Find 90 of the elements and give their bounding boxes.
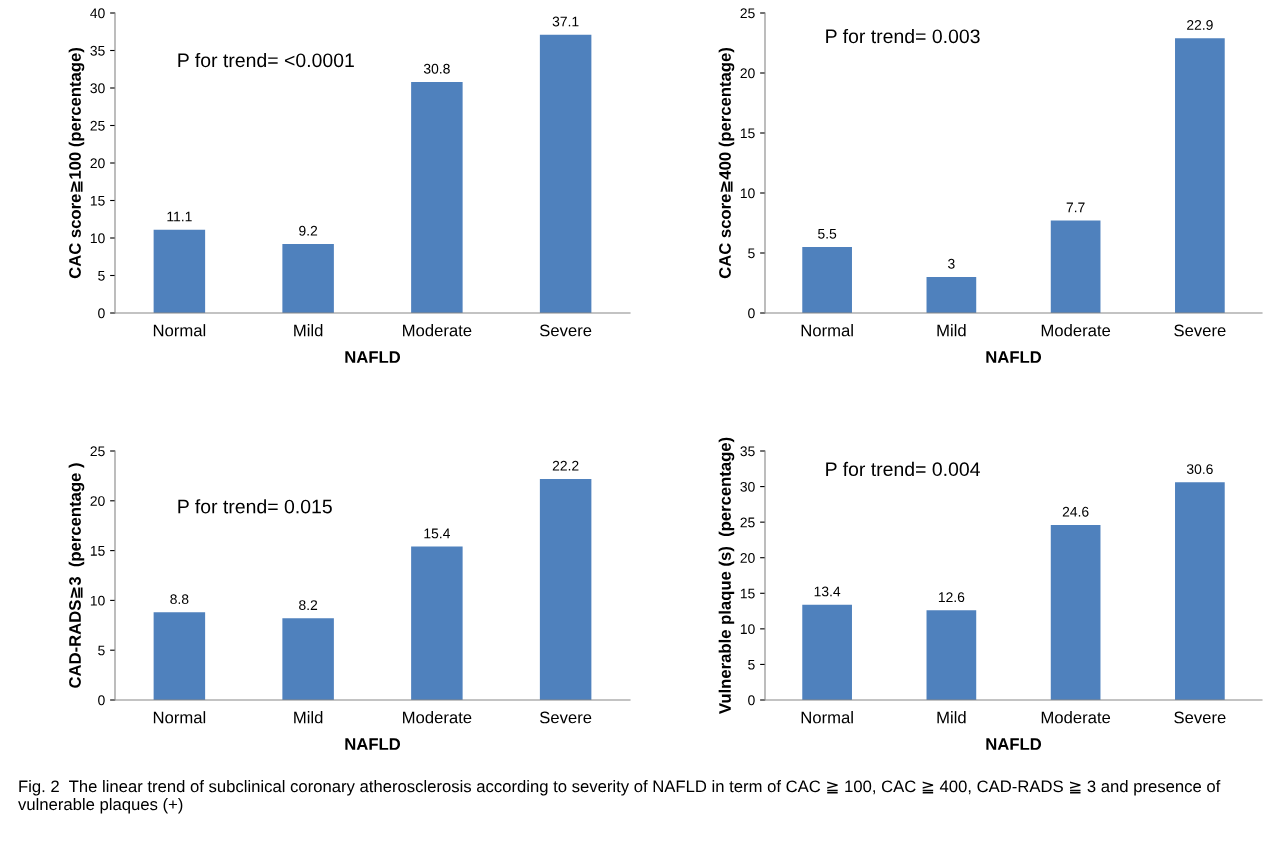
x-tick-label: Mild: [294, 711, 323, 724]
x-tick-label: Normal: [801, 711, 853, 724]
y-axis-title: CAD-RADS≧3 (percentage ): [68, 463, 85, 688]
data-label: 24.6: [1062, 506, 1089, 517]
y-tick-label: 25: [90, 120, 105, 131]
y-tick-label: 10: [740, 624, 755, 635]
y-tick-label: 5: [748, 248, 755, 259]
data-label: 5.5: [818, 229, 837, 239]
bar: [411, 546, 463, 700]
annotation: P for trend= 0.003: [826, 28, 980, 44]
x-tick-label: Mild: [294, 324, 323, 337]
data-label: 8.8: [170, 594, 189, 605]
y-tick-label: 30: [740, 481, 755, 492]
x-tick-label: Severe: [1174, 711, 1226, 724]
data-label: 3: [948, 258, 955, 269]
y-tick-label: 0: [748, 308, 755, 319]
data-label: 22.2: [552, 460, 579, 471]
bar: [802, 247, 852, 313]
data-label: 11.1: [167, 211, 192, 222]
bar: [153, 612, 206, 700]
x-tick-label: Moderate: [403, 324, 472, 337]
y-tick-label: 0: [98, 308, 105, 319]
y-tick-label: 0: [748, 695, 755, 706]
y-axis-title: CAC score≧400 (percentage): [718, 48, 735, 279]
x-axis-title: NAFLD: [986, 738, 1042, 750]
bar: [282, 618, 334, 700]
x-tick-label: Normal: [801, 324, 853, 337]
bar: [539, 478, 592, 700]
y-tick-label: 35: [740, 446, 755, 457]
y-tick-label: 20: [90, 158, 105, 169]
bar: [1050, 220, 1101, 313]
bar: [926, 610, 977, 700]
annotation: P for trend= 0.004: [826, 461, 980, 477]
y-tick-label: 10: [740, 188, 755, 199]
x-tick-label: Severe: [539, 324, 592, 337]
y-axis-title: CAC score≧100 (percentage): [68, 48, 85, 279]
bar: [802, 604, 852, 700]
y-tick-label: 10: [90, 595, 105, 606]
y-tick-label: 5: [98, 270, 105, 281]
data-label: 30.8: [423, 63, 450, 74]
data-label: 30.6: [1186, 464, 1213, 474]
x-tick-label: Normal: [153, 324, 206, 337]
x-tick-label: Moderate: [1041, 711, 1111, 724]
caption: Fig. 2 The linear trend of subclinical coronary atherosclerosis according to severity of NAFLD in term of CAC ≧ 100, CAC ≧ 400, CAD-RADS ≧ 3 and presence of vulnerable plaques (+): [18, 780, 1221, 814]
data-label: 8.2: [299, 600, 318, 611]
annotation: P for trend= <0.0001: [178, 52, 354, 68]
y-tick-label: 20: [90, 496, 105, 506]
x-tick-label: Mild: [937, 324, 966, 337]
x-tick-label: Severe: [539, 711, 592, 724]
bar: [282, 244, 334, 313]
x-axis-title: NAFLD: [345, 351, 401, 363]
x-tick-label: Moderate: [1041, 324, 1111, 337]
y-tick-label: 25: [740, 517, 755, 528]
y-tick-label: 5: [98, 645, 105, 656]
y-tick-label: 15: [90, 546, 105, 556]
bar: [1050, 524, 1101, 700]
y-tick-label: 5: [748, 659, 755, 670]
y-tick-label: 20: [740, 553, 755, 563]
x-axis-title: NAFLD: [345, 738, 401, 750]
data-label: 12.6: [938, 592, 965, 603]
bar: [539, 34, 592, 313]
y-tick-label: 25: [90, 446, 105, 457]
data-label: 22.9: [1187, 20, 1213, 30]
y-tick-label: 15: [740, 128, 755, 139]
y-tick-label: 10: [90, 233, 105, 244]
data-label: 9.2: [299, 225, 318, 236]
annotation: P for trend= 0.015: [178, 499, 332, 514]
y-tick-label: 25: [740, 8, 755, 19]
bar: [1175, 482, 1225, 700]
y-tick-label: 40: [90, 8, 105, 19]
y-tick-label: 30: [90, 83, 105, 94]
y-tick-label: 0: [98, 695, 105, 706]
x-tick-label: Mild: [937, 711, 966, 724]
data-label: 15.4: [424, 528, 450, 539]
bar: [926, 277, 977, 313]
y-tick-label: 35: [90, 45, 105, 56]
bar: [1175, 38, 1225, 313]
data-label: 13.4: [814, 586, 841, 597]
y-tick-label: 20: [740, 68, 755, 79]
x-tick-label: Normal: [153, 711, 206, 724]
data-label: 37.1: [552, 16, 579, 27]
x-tick-label: Severe: [1174, 324, 1226, 337]
y-tick-label: 15: [90, 195, 105, 206]
data-label: 7.7: [1066, 202, 1085, 213]
y-tick-label: 15: [740, 588, 755, 599]
bar: [153, 229, 206, 313]
y-axis-title: Vulnerable plaque (s) (percentage): [718, 437, 735, 714]
bar: [411, 82, 463, 313]
x-axis-title: NAFLD: [986, 351, 1042, 363]
x-tick-label: Moderate: [403, 711, 472, 724]
